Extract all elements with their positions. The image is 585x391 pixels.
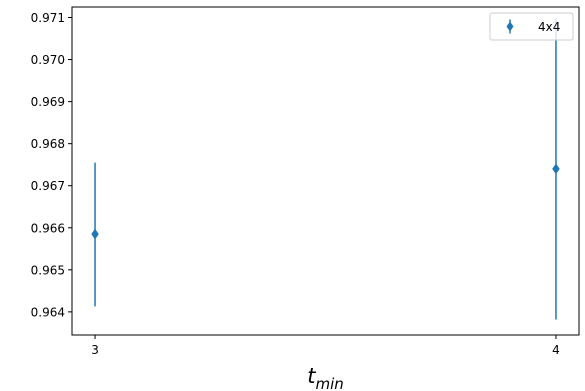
- x-tick-label: 3: [91, 343, 99, 357]
- y-tick-label: 0.965: [31, 263, 65, 277]
- legend-label: 4x4: [538, 20, 560, 34]
- y-tick-label: 0.964: [31, 305, 65, 319]
- y-tick-label: 0.969: [31, 95, 65, 109]
- y-tick-label: 0.966: [31, 221, 65, 235]
- y-axis: 0.964 0.965 0.966 0.967 0.968 0.969 0.970 0.971: [31, 11, 72, 319]
- y-tick-label: 0.968: [31, 137, 65, 151]
- x-axis-label-main: t: [307, 364, 316, 388]
- legend: 4x4: [489, 12, 574, 41]
- legend-box: [489, 12, 574, 41]
- x-axis-label: tmin: [307, 364, 344, 391]
- data-point: [91, 228, 99, 240]
- y-tick-label: 0.967: [31, 179, 65, 193]
- plot-frame: [71, 6, 580, 336]
- x-tick-label: 4: [552, 343, 560, 357]
- y-tick-label: 0.970: [31, 53, 65, 67]
- x-axis-label-subscript: min: [315, 375, 343, 391]
- legend-diamond: [506, 21, 514, 32]
- legend-marker: [506, 19, 514, 34]
- y-tick-label: 0.971: [31, 11, 65, 25]
- plot-content: [91, 18, 560, 320]
- data-point: [552, 163, 560, 175]
